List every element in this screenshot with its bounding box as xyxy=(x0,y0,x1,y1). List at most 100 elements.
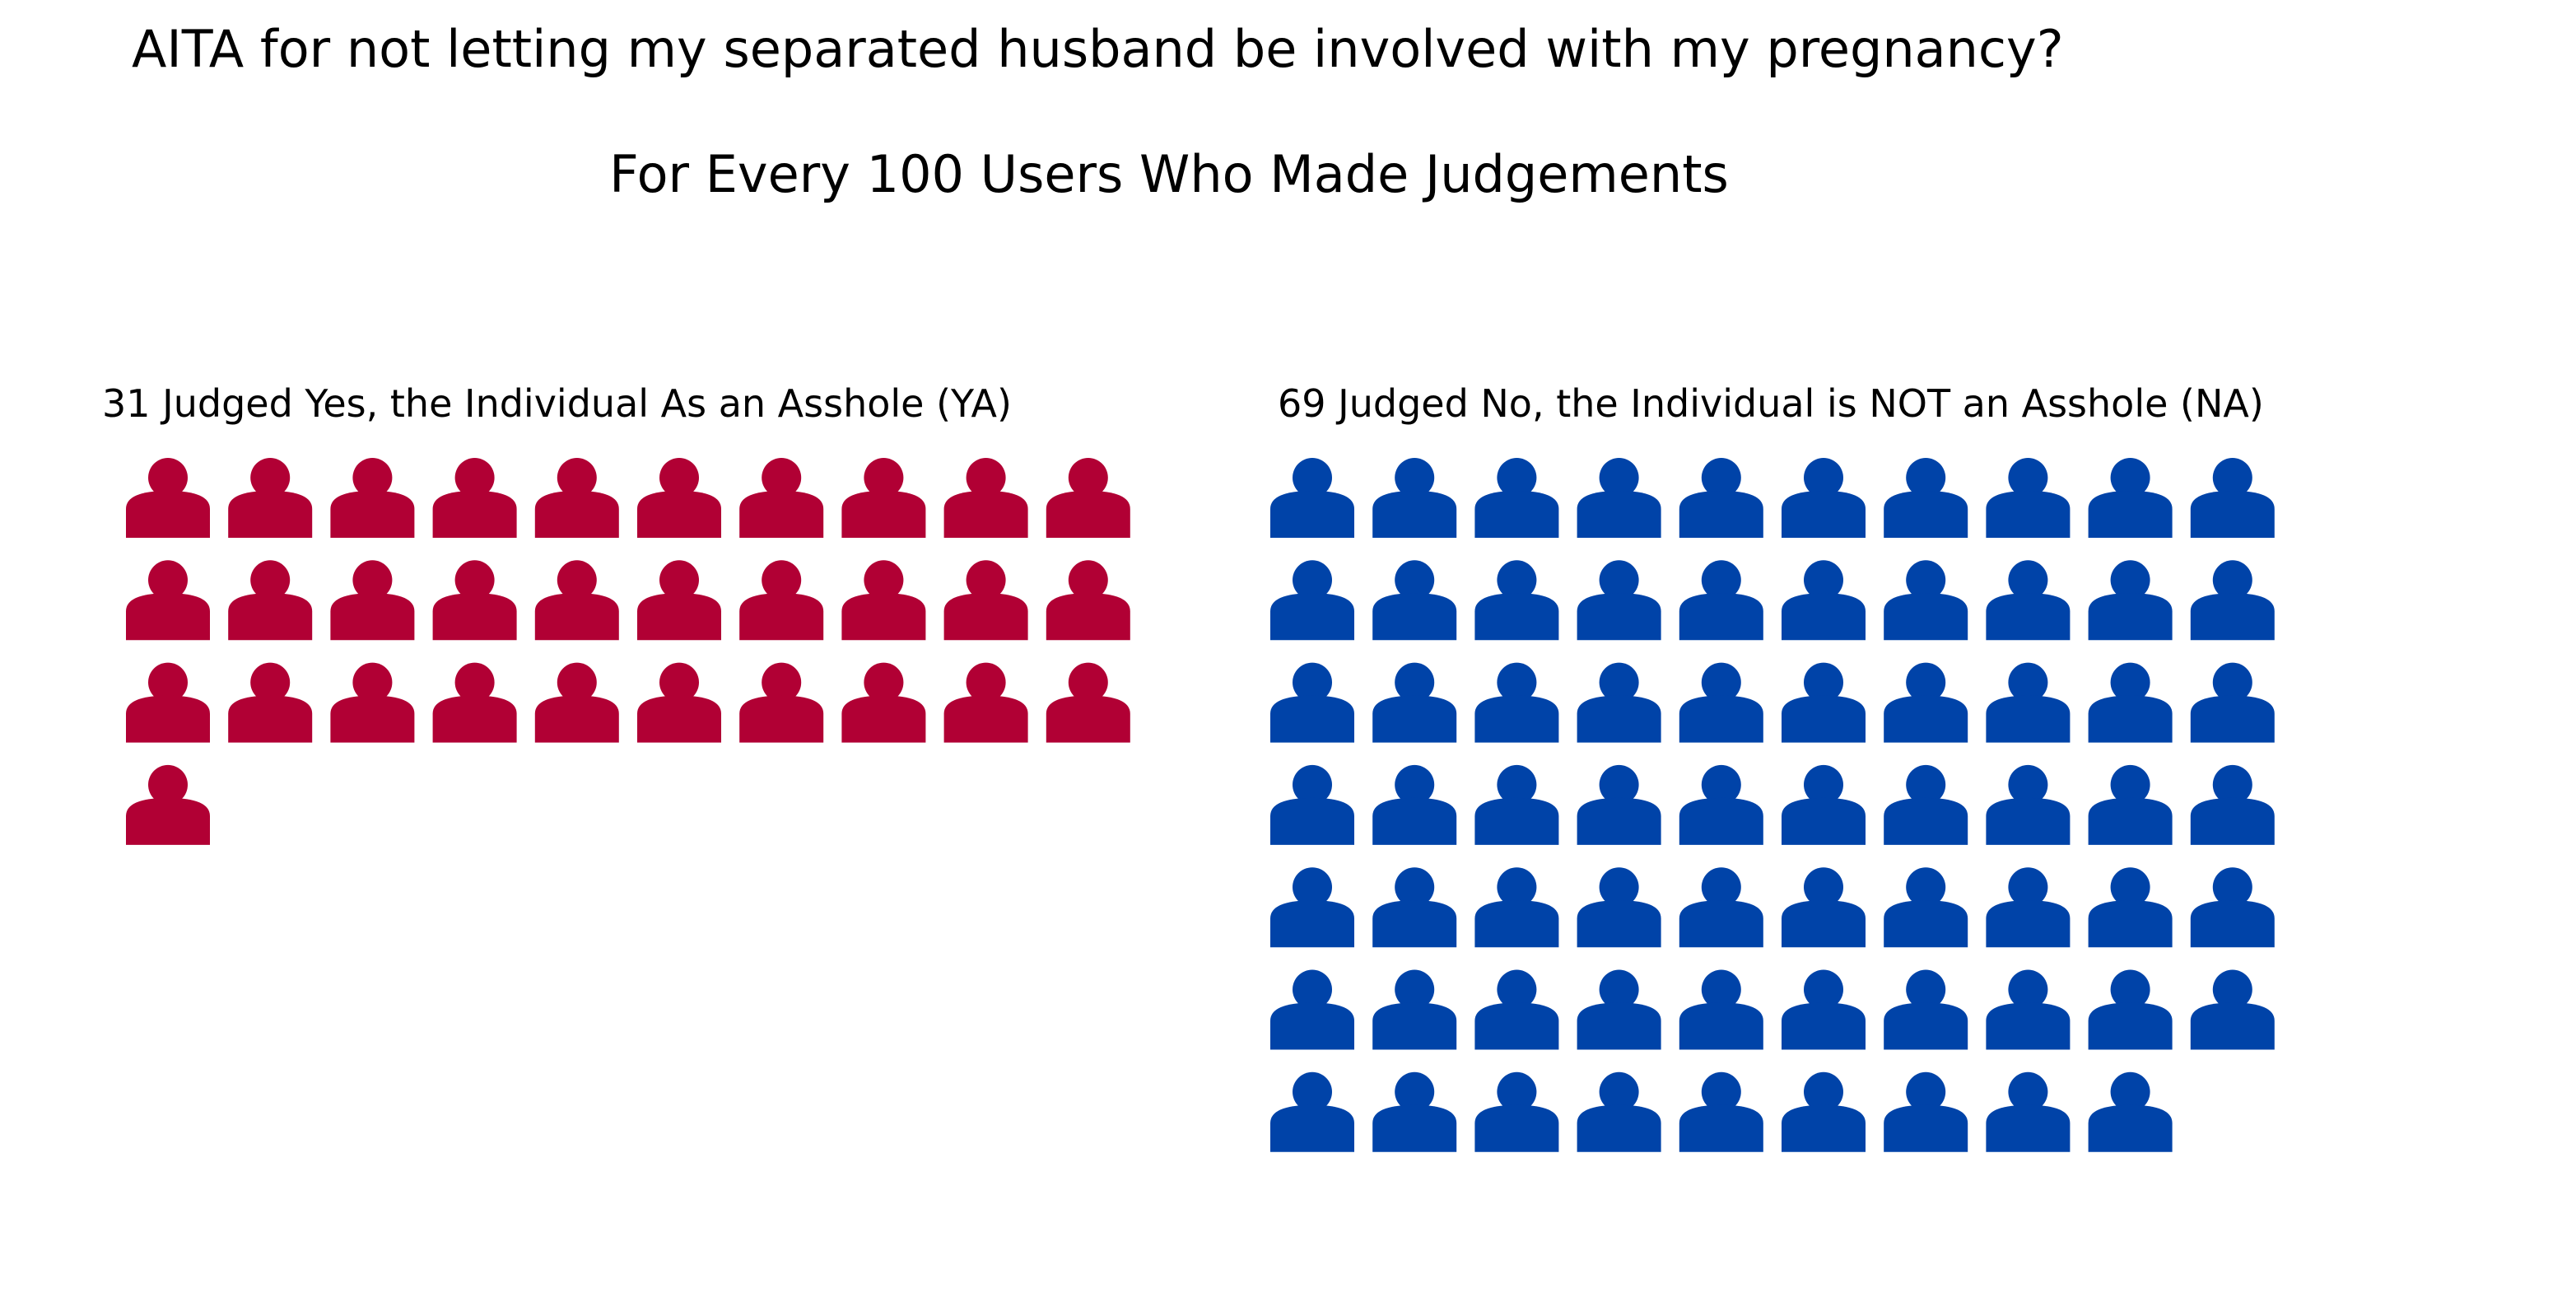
na-person-icon xyxy=(1270,560,1354,641)
ya-person-icon xyxy=(330,560,415,641)
na-person-icon xyxy=(1270,1071,1354,1152)
na-person-icon xyxy=(2088,458,2173,538)
na-person-icon xyxy=(2088,662,2173,743)
ya-person-icon xyxy=(432,560,517,641)
ya-person-icon xyxy=(841,662,926,743)
na-person-icon xyxy=(2190,764,2275,845)
na-person-icon xyxy=(1986,662,2071,743)
ya-person-icon xyxy=(841,560,926,641)
chart-title: AITA for not letting my separated husban… xyxy=(132,19,2064,79)
na-person-icon xyxy=(1372,458,1457,538)
na-person-icon xyxy=(1782,662,1866,743)
na-person-icon xyxy=(1884,867,1968,948)
na-person-icon xyxy=(1270,662,1354,743)
na-person-icon xyxy=(2190,560,2275,641)
ya-icon-group xyxy=(126,458,1130,845)
na-person-icon xyxy=(1372,969,1457,1050)
na-person-icon xyxy=(1474,867,1559,948)
na-person-icon xyxy=(1679,867,1763,948)
na-person-icon xyxy=(1474,458,1559,538)
ya-person-icon xyxy=(432,458,517,538)
ya-person-icon xyxy=(126,764,210,845)
chart-subtitle: For Every 100 Users Who Made Judgements xyxy=(609,144,1729,204)
ya-person-icon xyxy=(534,458,619,538)
na-person-icon xyxy=(1270,764,1354,845)
na-person-icon xyxy=(1782,560,1866,641)
ya-person-icon xyxy=(330,458,415,538)
na-person-icon xyxy=(1577,969,1661,1050)
ya-person-icon xyxy=(943,560,1028,641)
na-person-icon xyxy=(1372,662,1457,743)
na-person-icon xyxy=(2190,867,2275,948)
na-person-icon xyxy=(1474,662,1559,743)
na-person-icon xyxy=(1372,560,1457,641)
na-person-icon xyxy=(1884,662,1968,743)
ya-person-icon xyxy=(637,560,721,641)
ya-person-icon xyxy=(841,458,926,538)
na-person-icon xyxy=(1986,458,2071,538)
ya-person-icon xyxy=(1046,458,1130,538)
na-icon-group xyxy=(1270,458,2275,1152)
ya-person-icon xyxy=(739,560,824,641)
na-person-icon xyxy=(1270,867,1354,948)
na-person-icon xyxy=(2088,1071,2173,1152)
ya-person-icon xyxy=(943,458,1028,538)
na-person-icon xyxy=(1782,1071,1866,1152)
ya-person-icon xyxy=(943,662,1028,743)
na-person-icon xyxy=(1577,1071,1661,1152)
ya-person-icon xyxy=(126,662,210,743)
ya-person-icon xyxy=(228,458,313,538)
na-person-icon xyxy=(2088,764,2173,845)
na-person-icon xyxy=(1474,560,1559,641)
na-person-icon xyxy=(1884,560,1968,641)
na-person-icon xyxy=(1782,458,1866,538)
na-person-icon xyxy=(1270,458,1354,538)
na-person-icon xyxy=(2088,969,2173,1050)
na-person-icon xyxy=(2088,867,2173,948)
ya-person-icon xyxy=(1046,560,1130,641)
ya-person-icon xyxy=(534,560,619,641)
na-person-icon xyxy=(1986,1071,2071,1152)
na-person-icon xyxy=(1270,969,1354,1050)
na-person-icon xyxy=(1986,867,2071,948)
ya-person-icon xyxy=(637,458,721,538)
na-person-icon xyxy=(1474,969,1559,1050)
na-person-icon xyxy=(1986,764,2071,845)
ya-person-icon xyxy=(534,662,619,743)
na-person-icon xyxy=(1577,662,1661,743)
na-person-icon xyxy=(1679,560,1763,641)
na-person-icon xyxy=(1782,764,1866,845)
na-person-icon xyxy=(1577,764,1661,845)
na-panel-label: 69 Judged No, the Individual is NOT an A… xyxy=(1278,381,2264,426)
na-person-icon xyxy=(2190,458,2275,538)
ya-person-icon xyxy=(330,662,415,743)
na-person-icon xyxy=(1474,1071,1559,1152)
ya-person-icon xyxy=(1046,662,1130,743)
na-person-icon xyxy=(2088,560,2173,641)
na-person-icon xyxy=(1679,458,1763,538)
na-person-icon xyxy=(1679,969,1763,1050)
na-person-icon xyxy=(1372,867,1457,948)
na-person-icon xyxy=(1577,560,1661,641)
na-person-icon xyxy=(1884,764,1968,845)
ya-person-icon xyxy=(739,662,824,743)
ya-person-icon xyxy=(739,458,824,538)
ya-person-icon xyxy=(126,458,210,538)
na-person-icon xyxy=(1679,764,1763,845)
na-person-icon xyxy=(1679,662,1763,743)
na-person-icon xyxy=(1679,1071,1763,1152)
ya-person-icon xyxy=(432,662,517,743)
na-person-icon xyxy=(1884,969,1968,1050)
na-person-icon xyxy=(1782,867,1866,948)
ya-person-icon xyxy=(126,560,210,641)
na-person-icon xyxy=(1474,764,1559,845)
na-person-icon xyxy=(2190,969,2275,1050)
ya-person-icon xyxy=(637,662,721,743)
na-person-icon xyxy=(2190,662,2275,743)
na-person-icon xyxy=(1577,867,1661,948)
ya-person-icon xyxy=(228,662,313,743)
ya-person-icon xyxy=(228,560,313,641)
na-person-icon xyxy=(1782,969,1866,1050)
na-person-icon xyxy=(1577,458,1661,538)
